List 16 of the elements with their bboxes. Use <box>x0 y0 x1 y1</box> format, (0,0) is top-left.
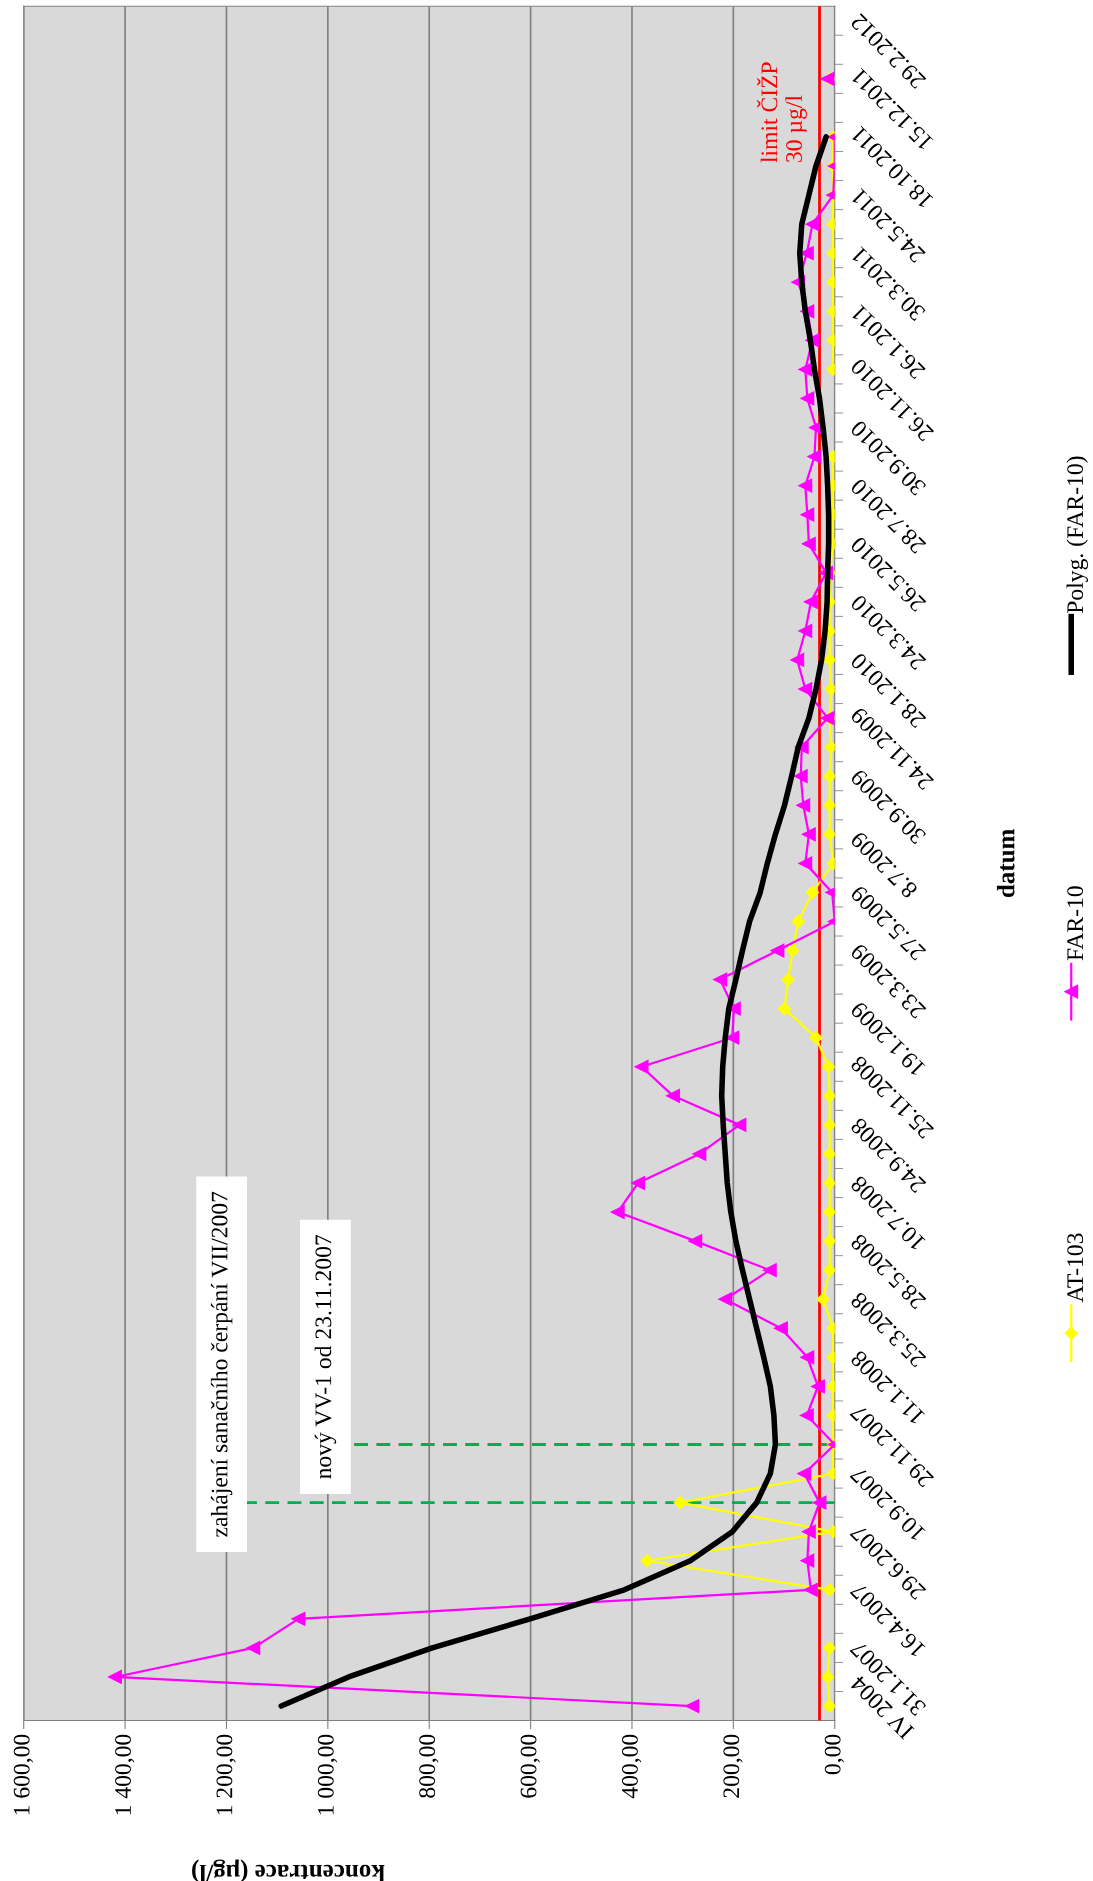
x-tick-label: 1 200,00 <box>216 1734 236 1815</box>
ref-line-label: nový VV-1 od 23.11.2007 <box>314 1234 337 1479</box>
x-tick-label: 800,00 <box>419 1734 439 1798</box>
text: Polyg. (FAR-10) <box>1066 456 1088 614</box>
x-tick-label: 400,00 <box>621 1734 642 1799</box>
y-axis-title: datum <box>996 829 1015 898</box>
x-tick-label: 1 000,00 <box>317 1734 338 1815</box>
x-tick-label: 600,00 <box>520 1734 540 1798</box>
text: AT-103 <box>1067 1233 1084 1303</box>
ref-line-label: limit ČIŽP 30 µg/l <box>756 62 807 163</box>
x-tick-label: 200,00 <box>723 1734 743 1798</box>
x-tick-label: 1 600,00 <box>13 1734 34 1815</box>
ref-line-label: zahájení sanačního čerpání VII/2007 <box>210 1191 233 1537</box>
x-tick-label: 1 400,00 <box>115 1734 135 1815</box>
x-tick-label: 0,00 <box>824 1734 845 1775</box>
text: FAR-10 <box>1067 886 1084 961</box>
